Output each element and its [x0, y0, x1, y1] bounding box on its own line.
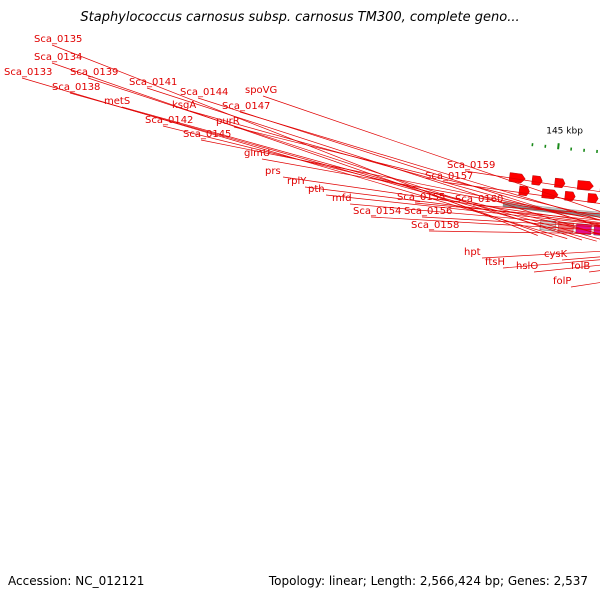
gene-label: Sca_0133 [4, 67, 52, 78]
gene-arrow [508, 172, 526, 184]
gene-label: mfd [332, 193, 352, 204]
label-leader [261, 158, 600, 221]
gene-arrow [541, 188, 559, 200]
gene-label: Sca_0147 [222, 101, 270, 112]
gene-label: purR [216, 116, 240, 127]
gene-label: Sca_0154 [353, 206, 401, 217]
major-tick [557, 143, 560, 150]
label-leader [421, 216, 600, 228]
label-leader [428, 230, 600, 235]
gene-label: glmU [244, 148, 270, 159]
backbone-inner-line [503, 201, 600, 213]
backbone-line [502, 202, 600, 218]
gene-label: prs [265, 166, 281, 177]
gene-label: Sca_0135 [34, 34, 82, 45]
label-leader [69, 92, 597, 242]
gene-label: Sca_0134 [34, 52, 82, 63]
gene-label: Sca_0138 [52, 82, 100, 93]
gene-label: hpt [464, 247, 481, 258]
label-leader [282, 176, 600, 223]
gene-label: folB [571, 261, 590, 272]
scale-label: 145 kbp [546, 126, 583, 136]
label-leader [472, 204, 600, 215]
gene-label: ksgA [172, 100, 196, 111]
label-leader [325, 194, 600, 225]
label-leader [442, 181, 600, 204]
gene-arrow [576, 180, 594, 191]
label-leader [304, 186, 600, 224]
gene-label: Sca_0145 [183, 129, 231, 140]
arrow-track [508, 172, 600, 204]
gene-label: Sca_0139 [70, 67, 118, 78]
gene-label: folP [553, 276, 571, 287]
label-leader [189, 110, 600, 226]
label-leader [464, 170, 600, 193]
accession-text: Accession: NC_012121 [8, 574, 145, 588]
label-leader [370, 216, 600, 231]
label-leader [262, 95, 600, 212]
gene-label: Sca_0159 [447, 160, 495, 171]
gene-label: spoVG [245, 85, 277, 96]
backbone [502, 201, 600, 218]
gene-label: Sca_0141 [129, 77, 177, 88]
gene-label: Sca_0156 [404, 206, 452, 217]
gene-label: Sca_0160 [455, 194, 503, 205]
gene-arrow [518, 185, 530, 197]
gene-label: Sca_0144 [180, 87, 228, 98]
gene-label: Sca_0155 [397, 192, 445, 203]
label-leader [239, 111, 600, 221]
gene-label: ftsH [485, 257, 505, 268]
map-title: Staphylococcus carnosus subsp. carnosus … [80, 10, 520, 25]
gene-label: rplY [287, 176, 307, 187]
label-leader [200, 139, 600, 221]
scale-ticks: 145 kbp150 kbp155 kbp160 kbp165 kbp170 k… [531, 126, 598, 153]
label-leader [87, 77, 583, 241]
label-leader [414, 202, 600, 221]
gene-label: cysK [544, 249, 568, 260]
gene-arrow [587, 193, 599, 204]
gene-label: metS [104, 96, 130, 107]
label-track: Sca_0135 Sca_0134 Sca_0133 Sca_0139 Sca_0138… [4, 34, 600, 288]
gene-label: Sca_0142 [145, 115, 193, 126]
genome-summary-text: Topology: linear; Length: 2,566,424 bp; … [268, 574, 588, 588]
gene-label: Sca_0158 [411, 220, 459, 231]
label-leader [481, 250, 600, 259]
label-leader [349, 203, 600, 227]
gene-label: hslO [516, 261, 538, 272]
gene-arrow [564, 191, 576, 202]
gene-label: pth [308, 184, 325, 195]
label-leader [162, 125, 600, 235]
gene-arrow [531, 175, 543, 186]
gene-label: Sca_0157 [425, 171, 473, 182]
label-leader [502, 259, 600, 269]
